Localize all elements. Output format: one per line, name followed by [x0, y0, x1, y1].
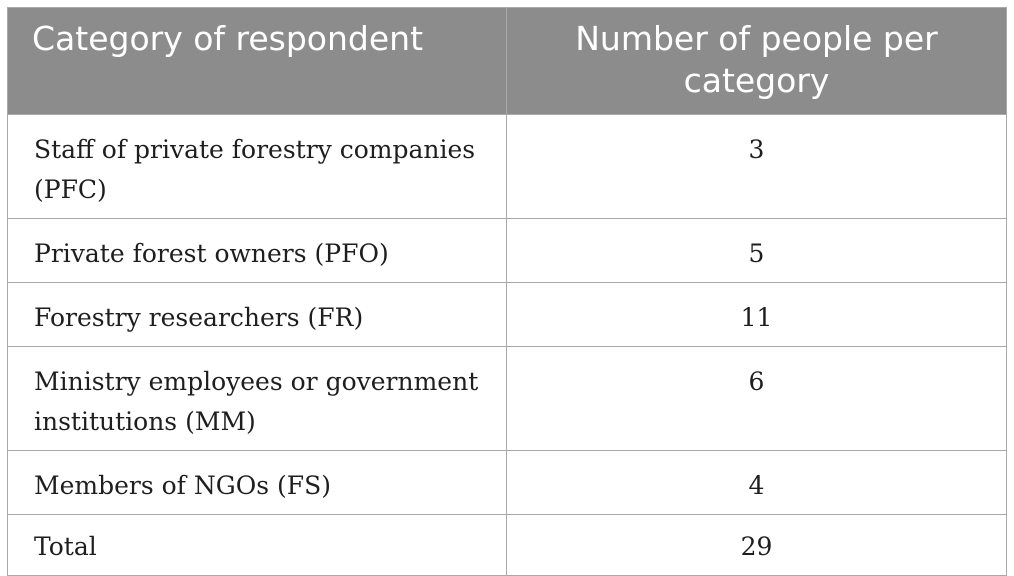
- category-cell: Staff of private forestry companies (PFC…: [7, 114, 507, 219]
- table-row: Ministry employees or government institu…: [7, 346, 1007, 451]
- table-row: Staff of private forestry companies (PFC…: [7, 114, 1007, 219]
- count-cell: 6: [506, 346, 1007, 451]
- category-cell: Forestry researchers (FR): [7, 282, 507, 347]
- total-count-cell: 29: [506, 514, 1007, 576]
- category-cell: Ministry employees or government institu…: [7, 346, 507, 451]
- total-row: Total 29: [7, 514, 1007, 576]
- respondent-table: Category of respondent Number of people …: [7, 7, 1007, 576]
- column-header-category: Category of respondent: [7, 7, 507, 115]
- count-cell: 4: [506, 450, 1007, 515]
- count-cell: 11: [506, 282, 1007, 347]
- column-divider: [506, 524, 507, 532]
- category-cell: Members of NGOs (FS): [7, 450, 507, 515]
- count-cell: 5: [506, 218, 1007, 283]
- table-row: Forestry researchers (FR) 11: [7, 282, 1007, 347]
- table-row: Members of NGOs (FS) 4: [7, 450, 1007, 515]
- table-row: Private forest owners (PFO) 5: [7, 218, 1007, 283]
- column-header-count: Number of people per category: [506, 7, 1007, 115]
- header-row: Category of respondent Number of people …: [7, 7, 1007, 115]
- data-table: Category of respondent Number of people …: [7, 7, 1007, 576]
- category-cell: Private forest owners (PFO): [7, 218, 507, 283]
- count-cell: 3: [506, 114, 1007, 219]
- total-label-cell: Total: [7, 514, 507, 576]
